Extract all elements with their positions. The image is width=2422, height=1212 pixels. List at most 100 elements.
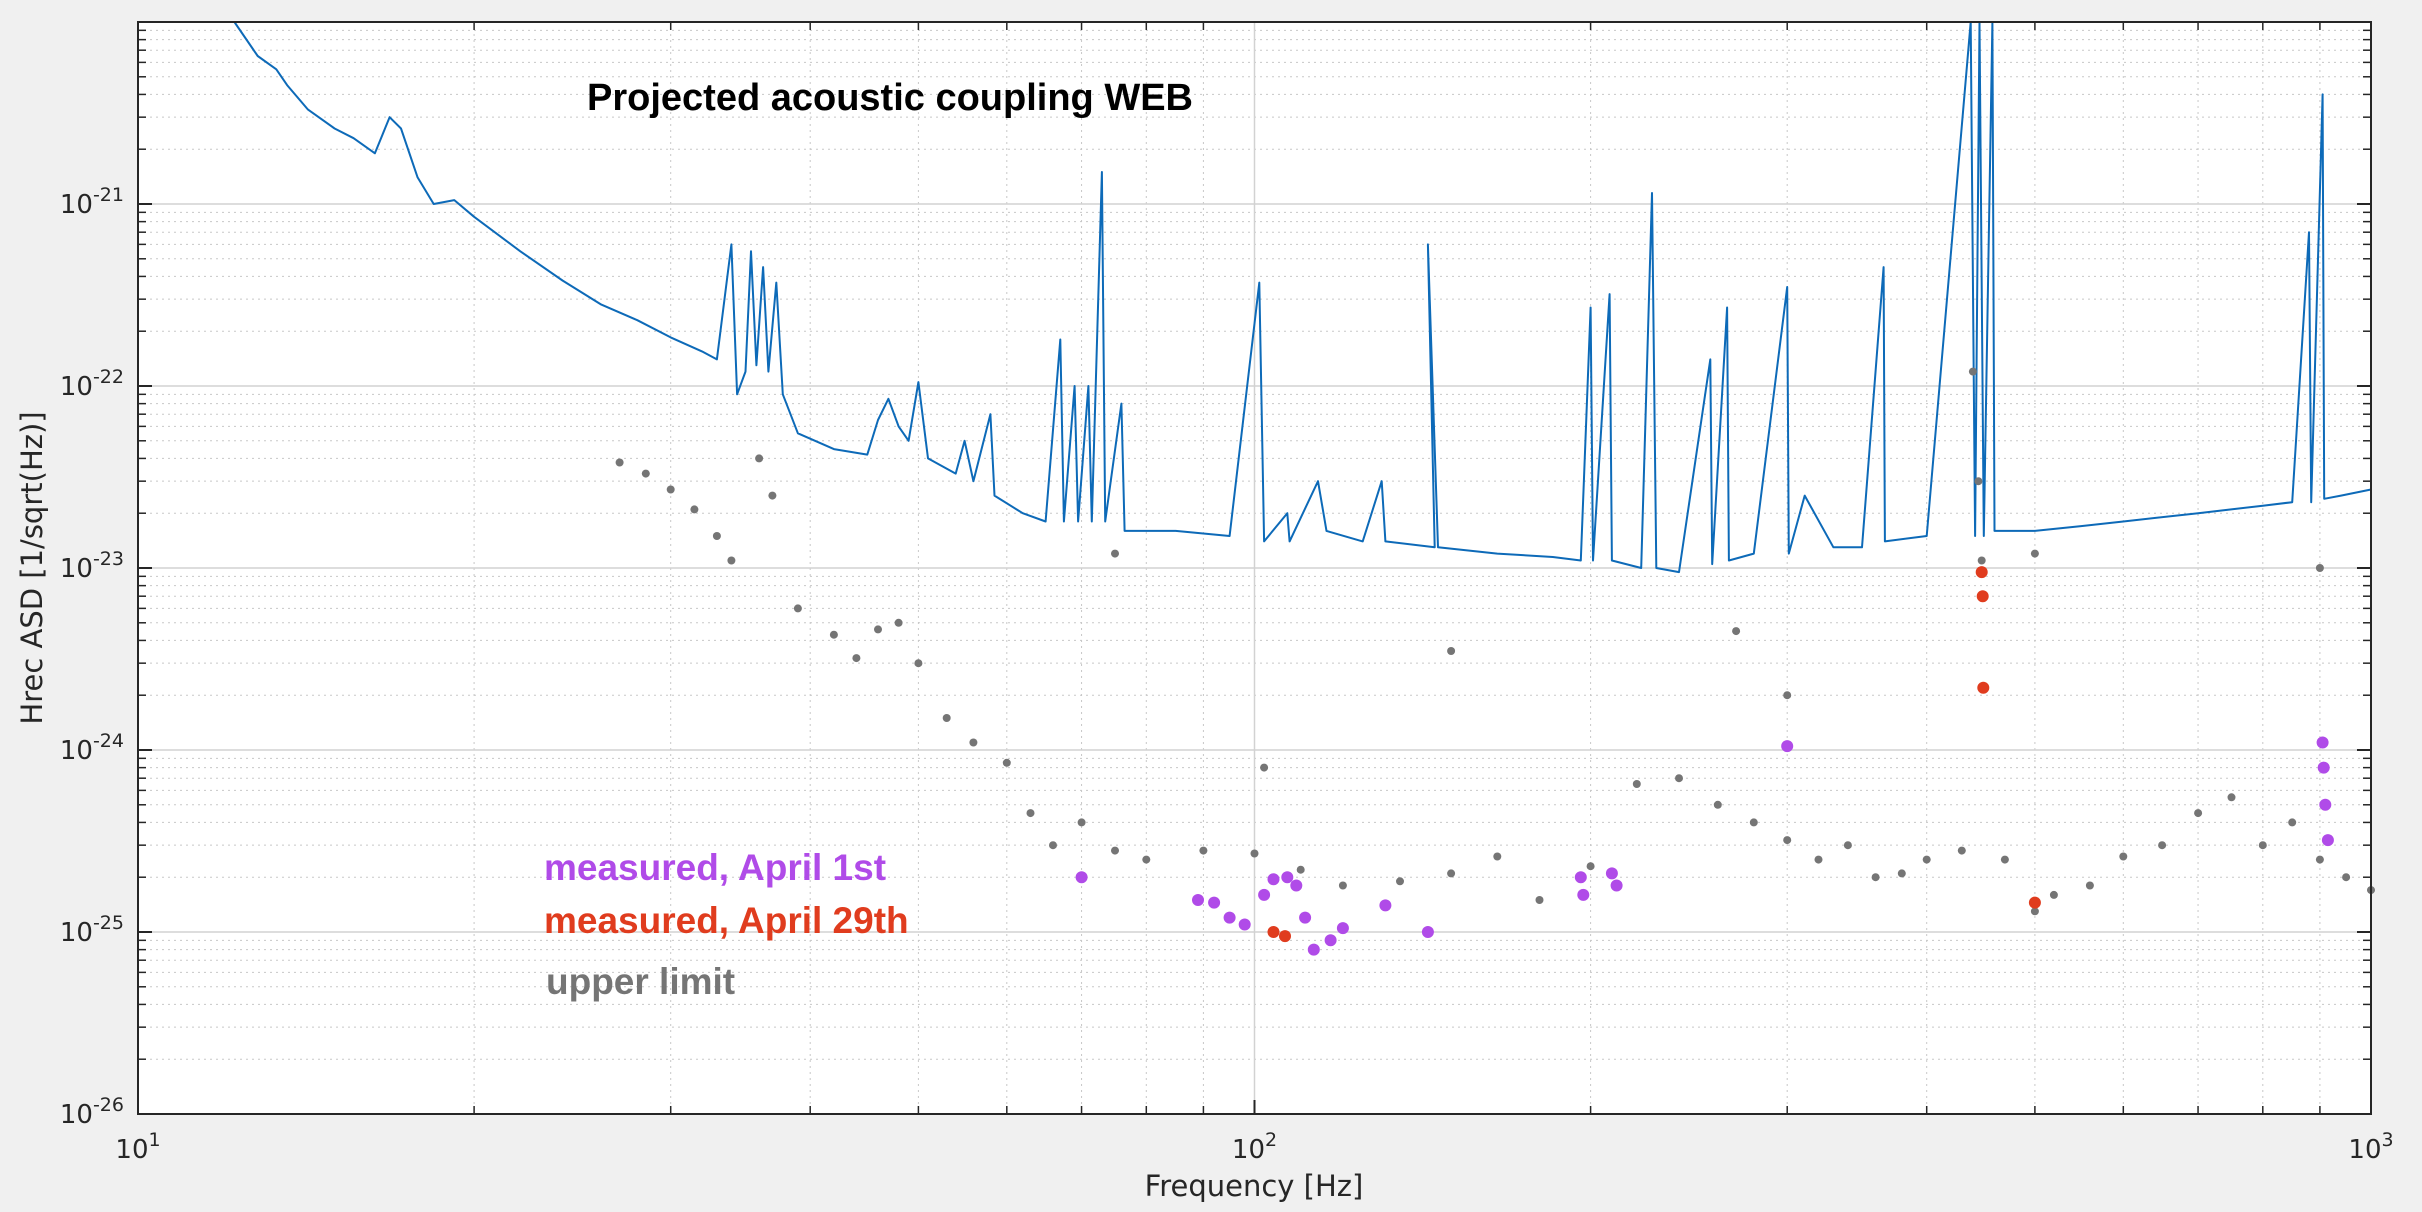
point-upper-limit [2288,818,2297,827]
series-line-hrec-asd [233,21,2372,574]
point-upper-limit [1783,836,1792,845]
point-upper-limit [727,556,736,565]
point-measured-april-29th [1279,930,1291,943]
axis-ticks: 101 102 103 10-26 10-25 10-24 10-23 10-22 10-21 [60,22,2394,1165]
point-upper-limit [1493,852,1502,861]
point-upper-limit [1142,855,1151,864]
point-measured-april-1st [1267,873,1280,886]
point-upper-limit [1111,549,1119,558]
y-tick-label: 10-22 [60,366,124,402]
point-upper-limit [1260,763,1269,772]
point-upper-limit [768,491,777,500]
point-upper-limit [666,485,675,494]
legend-entry-april-1st: measured, April 1st [544,847,886,888]
point-measured-april-29th [1267,926,1280,938]
point-upper-limit [1957,846,1966,855]
point-upper-limit [755,454,764,463]
point-upper-limit [2000,855,2009,864]
point-upper-limit [1871,873,1880,882]
point-upper-limit [894,618,903,627]
point-measured-april-1st [1290,879,1303,892]
point-upper-limit [615,458,624,467]
point-upper-limit [2227,793,2236,802]
point-upper-limit [1843,841,1852,850]
point-measured-april-1st [1336,922,1349,935]
point-upper-limit [2194,809,2203,818]
x-tick-label: 102 [1232,1129,1277,1165]
point-upper-limit [2119,852,2128,861]
point-upper-limit [1968,367,1977,376]
point-upper-limit [1675,774,1683,783]
point-upper-limit [2342,873,2351,882]
point-upper-limit [1111,846,1119,855]
point-upper-limit [1447,647,1456,655]
point-measured-april-1st [1324,934,1337,947]
point-upper-limit [1783,691,1792,700]
point-upper-limit [1049,841,1057,850]
point-upper-limit [1749,818,1758,827]
y-axis-label: Hrec ASD [1/sqrt(Hz)] [15,411,49,724]
point-upper-limit [1732,627,1741,636]
point-upper-limit [1077,818,1086,827]
point-measured-april-1st [1223,911,1236,924]
point-upper-limit [1002,758,1011,767]
point-measured-april-1st [1307,943,1320,956]
point-measured-april-1st [1238,918,1251,931]
chart-title: Projected acoustic coupling WEB [587,77,1193,119]
y-tick-label: 10-25 [60,912,124,948]
point-upper-limit [712,532,721,540]
y-tick-label: 10-21 [60,184,124,220]
point-upper-limit [1535,896,1544,904]
point-measured-april-1st [2319,798,2332,811]
point-upper-limit [2158,841,2167,850]
x-axis-label: Frequency [Hz] [1145,1169,1364,1203]
point-upper-limit [2315,564,2324,572]
point-upper-limit [1338,881,1347,890]
grid-lines [137,22,2372,1115]
point-upper-limit [2030,907,2039,916]
point-measured-april-1st [1075,871,1088,884]
point-measured-april-1st [1192,894,1204,906]
y-tick-label: 10-23 [60,548,124,584]
point-measured-april-1st [1605,867,1618,880]
point-upper-limit [793,604,802,613]
y-tick-label: 10-26 [60,1094,124,1130]
y-tick-label: 10-24 [60,730,124,766]
point-upper-limit [2315,855,2324,864]
point-upper-limit [1632,780,1641,788]
point-measured-april-29th [1976,590,1989,603]
x-tick-label: 101 [115,1129,160,1165]
point-measured-april-1st [1574,871,1587,884]
point-upper-limit [829,630,838,639]
series-layer [233,21,2375,956]
point-upper-limit [1814,855,1823,864]
point-upper-limit [2030,549,2039,558]
point-upper-limit [2085,881,2094,890]
point-measured-april-1st [1208,896,1221,909]
point-measured-april-29th [2028,896,2041,909]
point-measured-april-1st [2316,736,2329,749]
point-upper-limit [1974,477,1983,486]
point-measured-april-1st [1577,888,1590,901]
legend-entry-upper-limit: upper limit [546,961,735,1002]
point-measured-april-1st [1299,911,1312,924]
point-upper-limit [1713,800,1722,809]
point-measured-april-29th [1977,681,1990,694]
point-upper-limit [1897,869,1906,878]
legend-entry-april-29th: measured, April 29th [544,900,909,941]
point-upper-limit [1977,556,1986,565]
point-upper-limit [641,469,650,478]
point-measured-april-29th [1975,566,1988,579]
x-tick-label: 103 [2348,1129,2393,1165]
point-measured-april-1st [1421,926,1434,938]
point-upper-limit [1199,846,1208,855]
point-upper-limit [1586,862,1595,871]
point-upper-limit [2258,841,2267,850]
point-upper-limit [942,714,951,722]
point-upper-limit [1447,869,1456,878]
point-upper-limit [690,505,699,514]
point-upper-limit [852,654,861,663]
point-measured-april-1st [2317,761,2330,774]
point-upper-limit [1922,855,1931,864]
